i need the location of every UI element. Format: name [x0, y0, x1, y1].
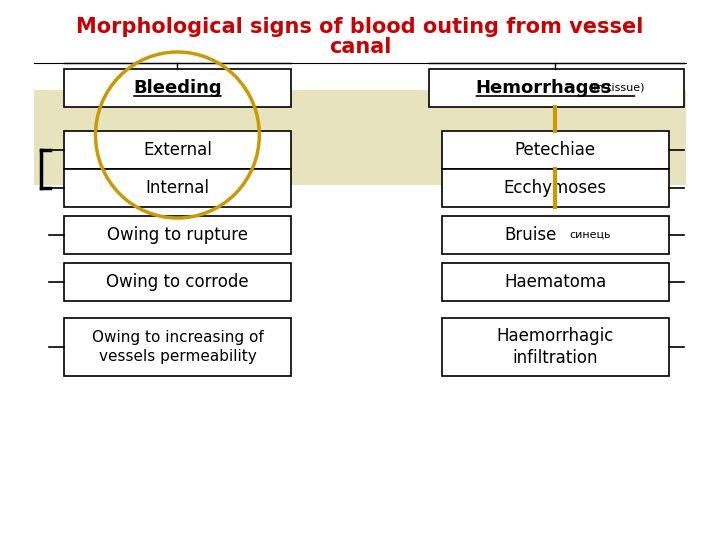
FancyBboxPatch shape — [64, 131, 291, 169]
FancyBboxPatch shape — [64, 169, 291, 207]
Text: Owing to rupture: Owing to rupture — [107, 226, 248, 244]
Text: Owing to increasing of
vessels permeability: Owing to increasing of vessels permeabil… — [91, 330, 264, 364]
Text: Owing to corrode: Owing to corrode — [106, 273, 248, 291]
Text: Hemorrhages: Hemorrhages — [475, 79, 612, 97]
Bar — [35, 90, 685, 185]
FancyBboxPatch shape — [442, 216, 669, 254]
Text: Internal: Internal — [145, 179, 210, 197]
Text: Morphological signs of blood outing from vessel: Morphological signs of blood outing from… — [76, 17, 644, 37]
Text: External: External — [143, 141, 212, 159]
FancyBboxPatch shape — [64, 263, 291, 301]
Text: синець: синець — [570, 230, 611, 240]
FancyBboxPatch shape — [442, 131, 669, 169]
FancyBboxPatch shape — [442, 169, 669, 207]
FancyBboxPatch shape — [442, 263, 669, 301]
Text: canal: canal — [329, 37, 391, 57]
Text: Petechiae: Petechiae — [515, 141, 596, 159]
FancyBboxPatch shape — [64, 216, 291, 254]
FancyBboxPatch shape — [64, 69, 291, 107]
Text: Haematoma: Haematoma — [504, 273, 606, 291]
Text: Haemorrhagic
infiltration: Haemorrhagic infiltration — [497, 327, 614, 367]
FancyBboxPatch shape — [429, 69, 684, 107]
Text: Bruise: Bruise — [505, 226, 557, 244]
FancyBboxPatch shape — [64, 318, 291, 376]
Text: Ecchymoses: Ecchymoses — [504, 179, 607, 197]
Text: (in tissue): (in tissue) — [589, 83, 644, 93]
Text: Bleeding: Bleeding — [133, 79, 222, 97]
FancyBboxPatch shape — [442, 318, 669, 376]
